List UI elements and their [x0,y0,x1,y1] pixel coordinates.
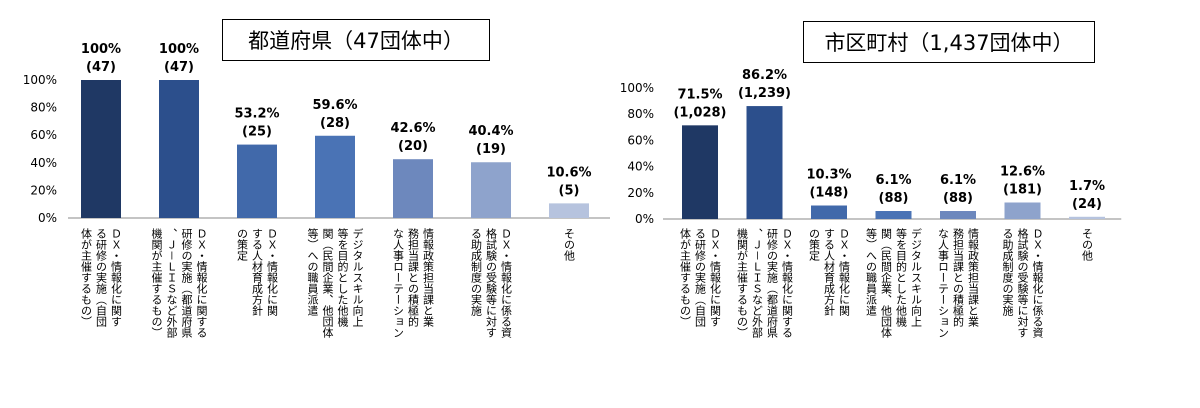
left-bar-count-label: (28) [320,116,350,131]
left-category-label: 体が主催するもの） [80,227,93,327]
left-category-label: の策定 [236,228,249,262]
right-category-label: ＤＸ・情報化に関す [709,228,722,327]
left-category-label: する人材育成方針 [251,228,264,317]
right-category-label: な人事ローテーション [937,228,950,338]
right-y-tick-label: 80% [627,107,654,121]
right-bar-percent-label: 86.2% [742,68,787,83]
left-category-label: その他 [563,228,576,261]
right-bar [811,205,847,219]
right-category-label: ＤＸ・情報化に関 [838,228,851,316]
left-category-label: る助成制度の実施 [470,228,483,317]
right-y-tick-label: 100% [620,81,654,95]
left-y-tick-label: 80% [30,101,57,115]
right-bar-percent-label: 1.7% [1069,179,1105,194]
left-category-label: 等）への職員派遣 [306,227,319,316]
right-bar-percent-label: 12.6% [1000,164,1045,179]
left-bar [549,203,589,218]
right-category-label: 務担当課との積極的 [952,227,965,328]
right-bar-count-label: (181) [1003,182,1042,197]
left-category-label: 情報政策担当課と業 [422,228,435,327]
left-bar-percent-label: 42.6% [390,121,435,136]
right-category-label: 情報政策担当課と業 [967,228,980,327]
left-category-label: な人事ローテーション [392,228,405,338]
left-category-label: デジタルスキル向上 [351,227,364,327]
right-bar [682,125,718,219]
left-bar [471,162,511,218]
left-y-tick-label: 0% [38,211,57,225]
left-category-label: ＤＸ・情報化に係る資 [500,228,513,338]
right-category-label: 等を目的とした他機 [895,227,908,328]
right-bar-count-label: (148) [809,186,848,201]
left-bar-count-label: (47) [164,60,194,75]
left-category-label: 関（民間企業、他団体 [321,228,334,338]
left-category-label: ＤＸ・情報化に関する [195,228,208,338]
left-category-label: 等を目的とした他機 [336,227,349,328]
right-y-tick-label: 40% [627,160,654,174]
right-category-label: 体が主催するもの） [679,227,692,327]
right-chart-title: 市区町村（1,437団体中） [803,21,1095,63]
right-category-label: 等）への職員派遣 [865,227,878,316]
right-category-label: ＤＸ・情報化に係る資 [1031,228,1044,338]
left-bar-percent-label: 59.6% [312,98,357,113]
right-category-label: デジタルスキル向上 [910,227,923,327]
right-category-label: の策定 [808,228,821,262]
right-bar-count-label: (1,028) [673,105,726,120]
right-bar [875,211,912,219]
left-y-tick-label: 20% [30,183,57,197]
right-bar [1004,202,1041,219]
left-bar-count-label: (47) [86,60,116,75]
right-bar-percent-label: 10.3% [806,168,851,183]
left-bar [393,159,433,218]
right-bar-count-label: (88) [943,191,973,206]
right-category-label: 機関が主催するもの） [736,227,749,338]
left-bar-percent-label: 100% [81,42,121,57]
left-bar [81,80,121,218]
left-bar-count-label: (19) [476,142,506,157]
right-bar [1069,216,1105,219]
right-category-label: 研修の実施（都道府県 [766,228,779,339]
left-bar [315,135,355,218]
right-bar-count-label: (88) [879,191,909,206]
right-bar-percent-label: 71.5% [677,87,722,102]
right-bar [746,106,783,219]
right-bar-count-label: (24) [1072,197,1102,212]
right-category-label: 関（民間企業、他団体 [880,228,893,338]
left-bar [159,80,199,218]
right-category-label: る研修の実施（自団 [694,228,707,328]
left-bar-percent-label: 10.6% [546,165,591,180]
right-category-label: ＤＸ・情報化に関する [781,228,794,338]
left-y-tick-label: 40% [30,156,57,170]
left-bar-count-label: (5) [559,183,580,198]
right-bar [940,211,976,219]
right-y-tick-label: 0% [635,212,654,226]
left-category-label: 務担当課との積極的 [407,227,420,328]
left-chart-title: 都道府県（47団体中） [222,19,490,61]
right-y-tick-label: 20% [627,186,654,200]
right-category-label: する人材育成方針 [823,228,836,317]
right-category-label: 、Ｊ－ＬＩＳなど外部 [751,228,764,338]
left-category-label: ＤＸ・情報化に関す [110,228,123,327]
left-y-tick-label: 100% [23,73,57,87]
left-category-label: 研修の実施（都道府県 [180,228,193,339]
left-bar [237,144,277,218]
left-category-label: ＤＸ・情報化に関 [266,228,279,316]
right-bar-percent-label: 6.1% [940,173,976,188]
left-category-label: 機関が主催するもの） [150,227,163,338]
left-y-tick-label: 60% [30,128,57,142]
right-category-label: その他 [1081,228,1094,261]
left-bar-percent-label: 40.4% [468,124,513,139]
right-category-label: 格試験の受験等に対す [1016,227,1029,338]
left-category-label: 格試験の受験等に対す [485,227,498,338]
right-category-label: る助成制度の実施 [1001,228,1014,317]
left-bar-count-label: (20) [398,139,428,154]
left-bar-percent-label: 53.2% [234,107,279,122]
left-category-label: る研修の実施（自団 [95,228,108,328]
left-bar-count-label: (25) [242,125,272,140]
right-y-tick-label: 60% [627,133,654,147]
left-category-label: 、Ｊ－ＬＩＳなど外部 [165,228,178,338]
left-bar-percent-label: 100% [159,42,199,57]
right-bar-count-label: (1,239) [738,86,791,101]
right-bar-percent-label: 6.1% [875,173,911,188]
